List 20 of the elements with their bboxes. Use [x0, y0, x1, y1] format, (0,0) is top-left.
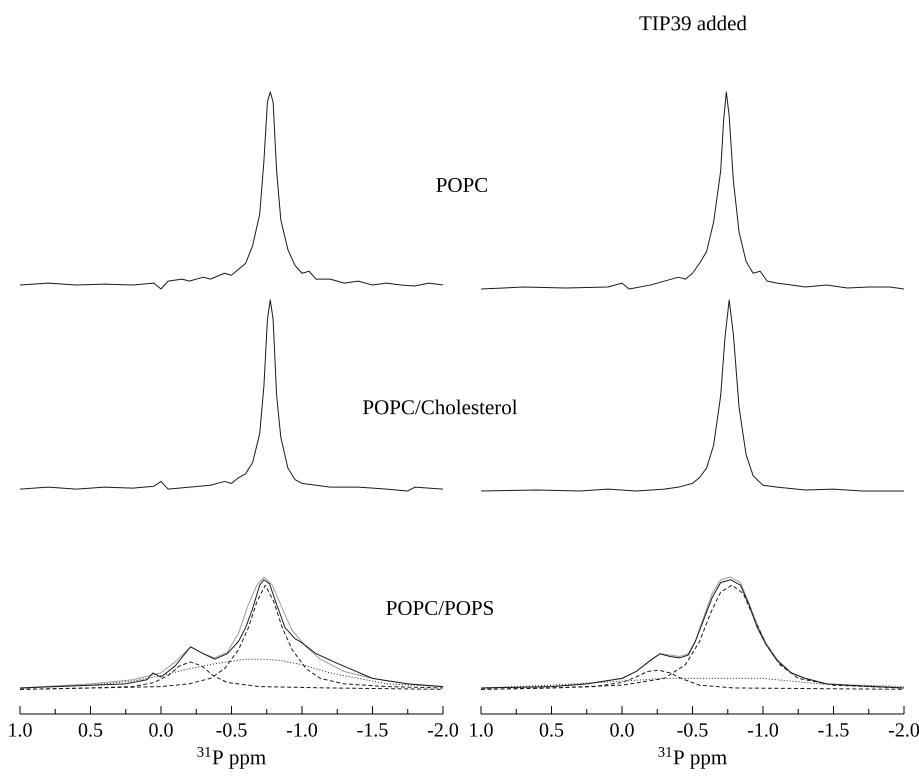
annotation: POPC/Cholesterol — [363, 400, 518, 414]
x-tick-label: 0.0 — [149, 723, 173, 737]
x-tick-label: -2.0 — [888, 723, 919, 737]
x-tick-label: -2.0 — [428, 723, 458, 737]
x-tick-label: -1.5 — [357, 723, 388, 737]
x-tick-label: 0.0 — [610, 723, 634, 737]
x-tick-label: 0.5 — [78, 723, 102, 737]
x-tick-label: 0.5 — [540, 723, 564, 737]
x-axis-title: $^{31}$P ppm — [197, 746, 266, 769]
x-tick-label: -0.5 — [677, 723, 708, 737]
x-tick-label: -1.0 — [748, 723, 778, 737]
x-tick-label: 1.0 — [9, 723, 32, 737]
chart-title: TIP39 added — [639, 16, 747, 30]
annotation: POPC/POPS — [386, 600, 493, 616]
x-tick-label: -1.5 — [818, 723, 849, 737]
annotation: POPC — [436, 178, 488, 192]
x-tick-label: -0.5 — [216, 723, 247, 737]
x-axis-title: $^{31}$P ppm — [658, 746, 727, 769]
x-tick-label: 1.0 — [470, 723, 493, 737]
x-tick-label: -1.0 — [286, 723, 318, 737]
